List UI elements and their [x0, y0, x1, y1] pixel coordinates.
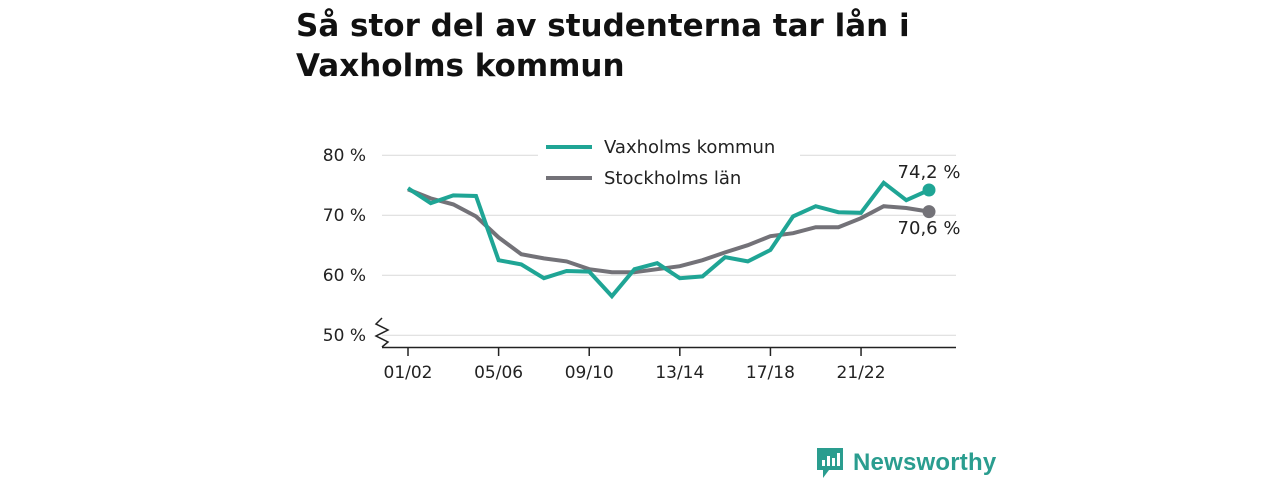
x-tick-label: 21/22	[837, 363, 886, 383]
y-tick-label: 80 %	[323, 146, 366, 166]
newsworthy-logo: Newsworthy	[815, 446, 996, 480]
y-tick-label: 60 %	[323, 266, 366, 286]
x-tick-label: 13/14	[655, 363, 704, 383]
x-tick-label: 09/10	[565, 363, 614, 383]
line-chart: 50 % 60 % 70 % 80 % 01/02 05/06 09/10 13/14 17/1…	[322, 131, 961, 383]
chart-title: Så stor del av studenterna tar lån i Vax…	[296, 8, 910, 84]
series-end-point	[922, 205, 936, 219]
series-end-point	[922, 183, 936, 197]
end-label-stockholm: 70,6 %	[898, 218, 961, 239]
axes: 50 % 60 % 70 % 80 % 01/02 05/06 09/10 13/14 17/1…	[323, 146, 956, 383]
series-line-vaxholm	[406, 179, 930, 300]
brand-name: Newsworthy	[853, 449, 997, 476]
newsworthy-icon	[817, 448, 843, 478]
y-tick-label: 70 %	[323, 206, 366, 226]
end-labels: 74,2 % 70,6 %	[898, 162, 961, 239]
series-lines	[406, 179, 936, 300]
x-tick-label: 17/18	[746, 363, 795, 383]
legend-label: Stockholms län	[604, 168, 741, 189]
legend-background	[538, 131, 800, 191]
legend-label: Vaxholms kommun	[604, 137, 775, 158]
legend: Vaxholms kommun Stockholms län	[538, 131, 800, 191]
series-line-stockholm	[407, 187, 930, 275]
x-tick-label: 01/02	[384, 363, 433, 383]
x-tick-label: 05/06	[474, 363, 523, 383]
axis-break-icon	[374, 317, 390, 348]
y-tick-label: 50 %	[323, 326, 366, 346]
end-label-vaxholm: 74,2 %	[898, 162, 961, 183]
